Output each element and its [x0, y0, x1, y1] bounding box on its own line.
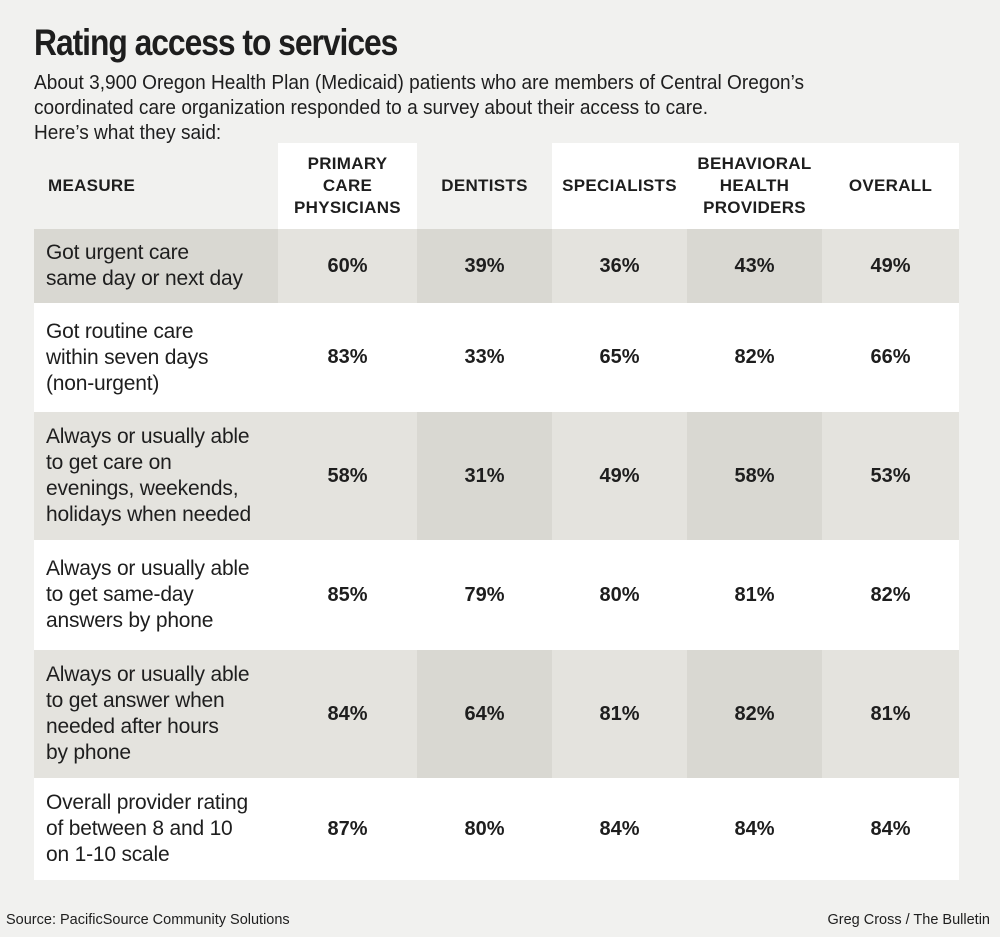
value-cell: 33%	[417, 303, 552, 412]
measure-line: Overall provider rating	[46, 791, 248, 814]
value-cell: 79%	[417, 540, 552, 650]
table-header-row: MEASURE PRIMARY CARE PHYSICIANS DENTISTS SPEC…	[34, 143, 959, 229]
value-cell: 49%	[552, 412, 687, 540]
value-cell: 82%	[687, 650, 822, 778]
value-cell: 84%	[552, 778, 687, 880]
value-cell: 81%	[822, 650, 959, 778]
value-cell: 53%	[822, 412, 959, 540]
measure-cell: Always or usually able to get care on even…	[34, 412, 278, 540]
source-note: Source: PacificSource Community Solution…	[6, 912, 290, 928]
measure-line: on 1-10 scale	[46, 843, 170, 866]
table-row: Overall provider rating of between 8 and …	[34, 778, 959, 880]
value-cell: 80%	[417, 778, 552, 880]
value-cell: 66%	[822, 303, 959, 412]
value-cell: 84%	[278, 650, 417, 778]
value-cell: 81%	[687, 540, 822, 650]
value-cell: 43%	[687, 229, 822, 303]
measure-line: same day or next day	[46, 267, 243, 290]
column-header-line: OVERALL	[848, 176, 933, 195]
chart-subtitle: About 3,900 Oregon Health Plan (Medicaid…	[34, 70, 964, 145]
measure-cell: Always or usually able to get answer when…	[34, 650, 278, 778]
value-cell: 87%	[278, 778, 417, 880]
measure-line: Got urgent care	[46, 241, 189, 264]
credit-note: Greg Cross / The Bulletin	[827, 912, 990, 928]
value-cell: 58%	[278, 412, 417, 540]
table-row: Always or usually able to get same-day ans…	[34, 540, 959, 650]
measure-line: to get same-day	[46, 583, 194, 606]
value-cell: 82%	[687, 303, 822, 412]
column-header: PRIMARY CARE PHYSICIANS	[278, 143, 417, 229]
value-cell: 58%	[687, 412, 822, 540]
column-header: OVERALL	[822, 143, 959, 229]
column-header-line: HEALTH	[719, 176, 790, 195]
value-cell: 84%	[687, 778, 822, 880]
column-header-line: CARE	[322, 176, 373, 195]
column-header-line: DENTISTS	[441, 176, 528, 195]
measure-line: within seven days	[46, 345, 209, 369]
table-body: Got urgent care same day or next day 60% 39…	[34, 229, 959, 880]
subtitle-line: About 3,900 Oregon Health Plan (Medicaid…	[34, 71, 805, 94]
value-cell: 84%	[822, 778, 959, 880]
value-cell: 81%	[552, 650, 687, 778]
value-cell: 82%	[822, 540, 959, 650]
measure-cell: Got urgent care same day or next day	[34, 229, 278, 303]
measure-line: to get care on	[46, 451, 172, 474]
measure-line: Always or usually able	[46, 663, 250, 686]
value-cell: 39%	[417, 229, 552, 303]
measure-cell: Always or usually able to get same-day ans…	[34, 540, 278, 650]
table-row: Got urgent care same day or next day 60% 39…	[34, 229, 959, 303]
measure-line: Always or usually able	[46, 557, 250, 580]
measure-line: of between 8 and 10	[46, 817, 233, 840]
column-header-line: PROVIDERS	[703, 198, 806, 217]
chart-title: Rating access to services	[34, 22, 398, 63]
column-header: DENTISTS	[417, 143, 552, 229]
value-cell: 36%	[552, 229, 687, 303]
column-header-line: PRIMARY	[307, 154, 388, 173]
value-cell: 85%	[278, 540, 417, 650]
column-header-measure: MEASURE	[34, 143, 278, 229]
column-header-line: SPECIALISTS	[562, 176, 677, 195]
measure-line: evenings, weekends,	[46, 477, 239, 500]
measure-line: answers by phone	[46, 609, 214, 632]
column-header-line: MEASURE	[48, 176, 136, 195]
table-row: Always or usually able to get answer when…	[34, 650, 959, 778]
value-cell: 83%	[278, 303, 417, 412]
data-table: MEASURE PRIMARY CARE PHYSICIANS DENTISTS SPEC…	[34, 143, 959, 880]
measure-line: Always or usually able	[46, 425, 250, 448]
value-cell: 64%	[417, 650, 552, 778]
measure-cell: Overall provider rating of between 8 and …	[34, 778, 278, 880]
column-header: BEHAVIORAL HEALTH PROVIDERS	[687, 143, 822, 229]
value-cell: 31%	[417, 412, 552, 540]
column-header: SPECIALISTS	[552, 143, 687, 229]
value-cell: 60%	[278, 229, 417, 303]
subtitle-line: coordinated care organization responded …	[34, 96, 709, 119]
value-cell: 49%	[822, 229, 959, 303]
column-header-line: BEHAVIORAL	[697, 154, 812, 173]
measure-line: to get answer when	[46, 689, 225, 712]
subtitle-line: Here’s what they said:	[34, 121, 222, 144]
table-row: Always or usually able to get care on even…	[34, 412, 959, 540]
value-cell: 80%	[552, 540, 687, 650]
value-cell: 65%	[552, 303, 687, 412]
table-row: Got routine care within seven days (non-ur…	[34, 303, 959, 412]
measure-line: by phone	[46, 741, 131, 764]
column-header-line: PHYSICIANS	[294, 198, 401, 217]
measure-line: Got routine care	[46, 319, 194, 343]
measure-line: holidays when needed	[46, 503, 251, 526]
measure-line: (non-urgent)	[46, 371, 160, 395]
measure-line: needed after hours	[46, 715, 219, 738]
measure-cell: Got routine care within seven days (non-ur…	[34, 303, 278, 412]
